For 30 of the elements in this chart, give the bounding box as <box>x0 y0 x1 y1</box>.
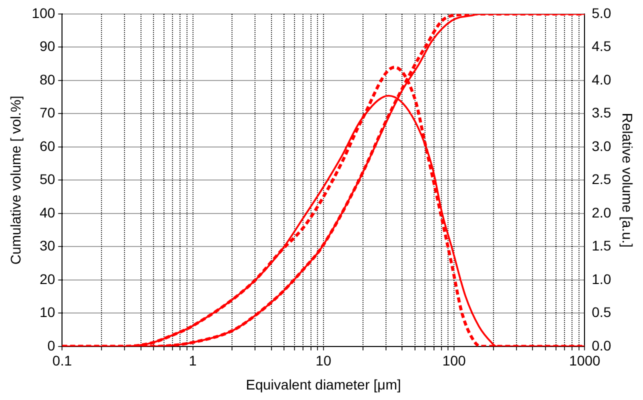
y2-axis-title: Relative volume [a.u.] <box>620 112 636 248</box>
y-tick-label: 100 <box>32 4 56 21</box>
y2-tick-label: 4.0 <box>592 71 612 88</box>
y-tick-label: 20 <box>40 270 56 287</box>
y-axis-title: Cumulative volume [ vol.%] <box>7 96 24 265</box>
y-tick-label: 30 <box>40 238 56 254</box>
y2-tick-label: 5.0 <box>592 4 612 21</box>
y2-tick-label: 4.5 <box>592 38 612 54</box>
y-tick-label: 40 <box>40 204 56 220</box>
y-tick-label: 60 <box>40 138 56 154</box>
x-tick-label: 100 <box>442 352 466 369</box>
y-tick-label: 80 <box>40 71 56 88</box>
y2-tick-label: 0.5 <box>592 304 612 320</box>
y2-tick-label: 3.0 <box>592 138 612 154</box>
y-tick-label: 90 <box>40 38 56 54</box>
y2-tick-label: 0.0 <box>592 337 612 354</box>
y2-tick-label: 1.0 <box>592 270 612 287</box>
y-tick-label: 0 <box>47 337 56 354</box>
x-tick-label: 1 <box>188 352 197 369</box>
y2-tick-label: 1.5 <box>592 238 612 254</box>
x-tick-label: 1000 <box>569 352 601 369</box>
y2-tick-label: 2.0 <box>592 204 612 220</box>
y-tick-label: 10 <box>40 304 56 320</box>
y-tick-label: 70 <box>40 104 56 121</box>
y2-tick-label: 2.5 <box>592 171 612 188</box>
x-axis-title: Equivalent diameter [μm] <box>246 376 402 392</box>
x-tick-label: 10 <box>316 352 332 369</box>
y-tick-label: 50 <box>40 171 56 188</box>
y2-tick-label: 3.5 <box>592 104 612 121</box>
x-tick-label: 0.1 <box>52 352 72 369</box>
